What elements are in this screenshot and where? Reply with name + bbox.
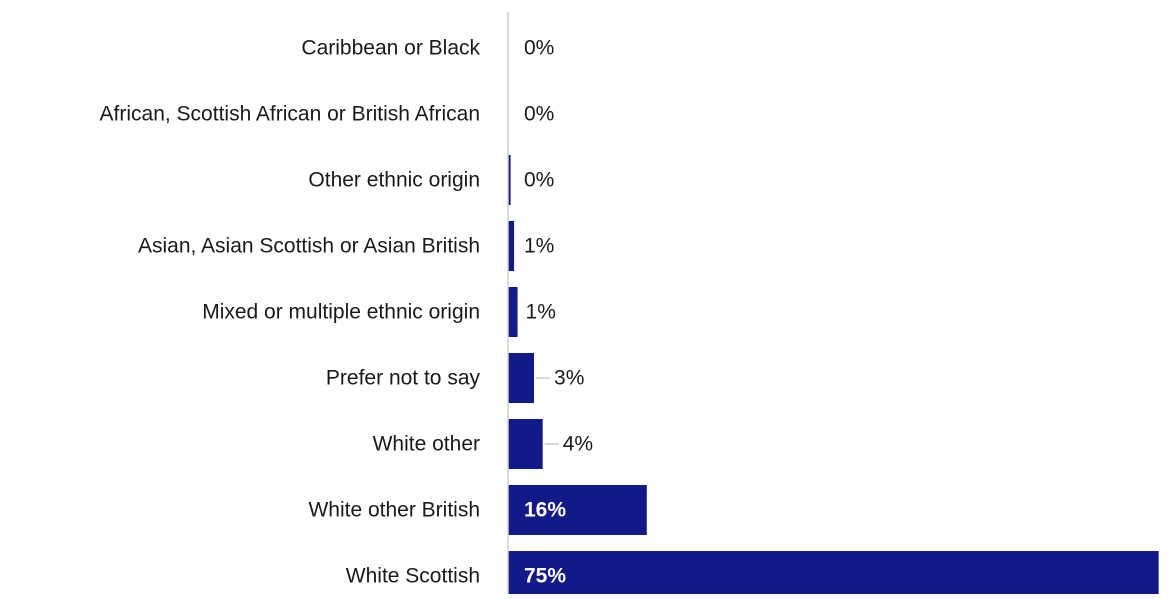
value-label: 4% (563, 433, 593, 456)
labels-layer: Caribbean or Black 0% African, Scottish Af… (100, 37, 594, 588)
category-label: Caribbean or Black (301, 37, 480, 60)
category-label: White Scottish (346, 565, 480, 588)
category-label: Other ethnic origin (308, 169, 480, 192)
bar (508, 221, 515, 271)
value-label: 1% (524, 235, 554, 258)
category-label: Asian, Asian Scottish or Asian British (138, 235, 480, 258)
category-label: White other British (308, 499, 480, 522)
value-label: 0% (524, 103, 554, 126)
bar (508, 551, 1159, 599)
bar (508, 155, 511, 205)
bars-layer (508, 155, 1159, 599)
category-label: White other (373, 433, 480, 456)
value-label: 0% (524, 37, 554, 60)
bar (508, 287, 518, 337)
bar (508, 485, 647, 535)
value-label: 1% (526, 301, 556, 324)
value-label: 0% (524, 169, 554, 192)
value-label: 75% (524, 565, 566, 588)
value-label: 3% (554, 367, 584, 390)
value-label: 16% (524, 499, 566, 522)
category-label: Prefer not to say (326, 367, 481, 390)
bar (508, 419, 543, 469)
bar (508, 353, 535, 403)
category-label: African, Scottish African or British Afr… (100, 103, 480, 126)
category-label: Mixed or multiple ethnic origin (202, 301, 480, 324)
